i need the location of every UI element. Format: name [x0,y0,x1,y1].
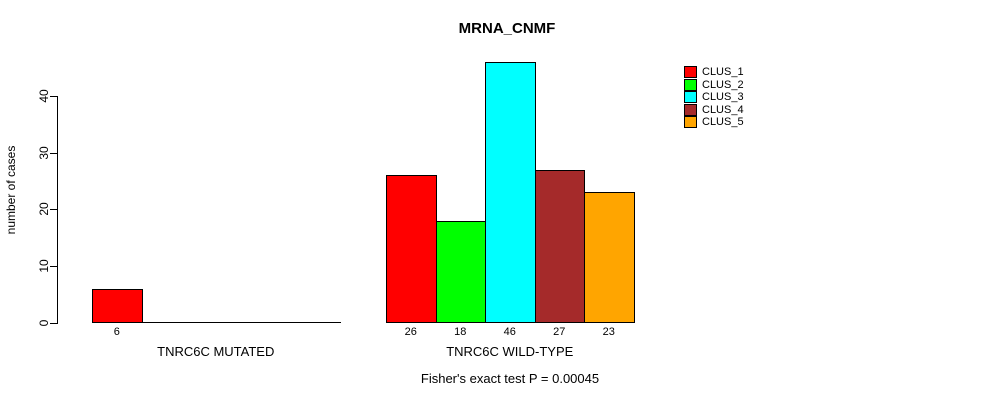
y-axis-line [57,95,58,324]
legend-label: CLUS_2 [702,78,744,91]
clus_3-swatch-icon [684,91,697,104]
zero-height-bar [290,322,341,323]
chart-title: MRNA_CNMF [458,20,556,37]
zero-height-bar [240,322,291,323]
x-group-label: TNRC6C MUTATED [157,344,275,359]
bar [435,220,486,323]
bar [92,288,143,323]
y-tick-label: 10 [37,259,51,273]
x-group-label: TNRC6C WILD-TYPE [446,344,574,359]
bar-value-label: 26 [404,326,417,338]
clus_2-swatch-icon [684,78,697,91]
bar-value-label: 27 [553,326,566,338]
bar [534,169,585,323]
clus_4-swatch-icon [684,103,697,116]
y-tick [50,209,57,211]
y-tick [50,95,57,97]
zero-height-bar [191,322,242,323]
bar-value-label: 18 [454,326,467,338]
legend-label: CLUS_5 [702,116,744,129]
bar-value-label: 23 [602,326,615,338]
y-tick-label: 0 [37,319,51,327]
caption-fisher-test: Fisher's exact test P = 0.00045 [420,371,600,386]
bar-value-label: 6 [113,326,120,338]
legend-label: CLUS_3 [702,91,744,104]
zero-height-bar [141,322,192,323]
y-tick [50,152,57,154]
y-tick [50,323,57,324]
y-tick [50,266,57,268]
y-axis-label: number of cases [4,145,18,235]
y-tick-label: 40 [37,89,51,103]
bar [386,175,437,323]
bar [584,192,635,323]
legend-label: CLUS_4 [702,103,744,116]
y-tick-label: 30 [37,145,51,160]
clus_1-swatch-icon [684,66,697,78]
y-tick-label: 20 [37,202,51,217]
bar-value-label: 46 [503,326,516,338]
legend-label: CLUS_1 [702,66,744,78]
bar [485,61,536,323]
clus_5-swatch-icon [684,116,697,129]
